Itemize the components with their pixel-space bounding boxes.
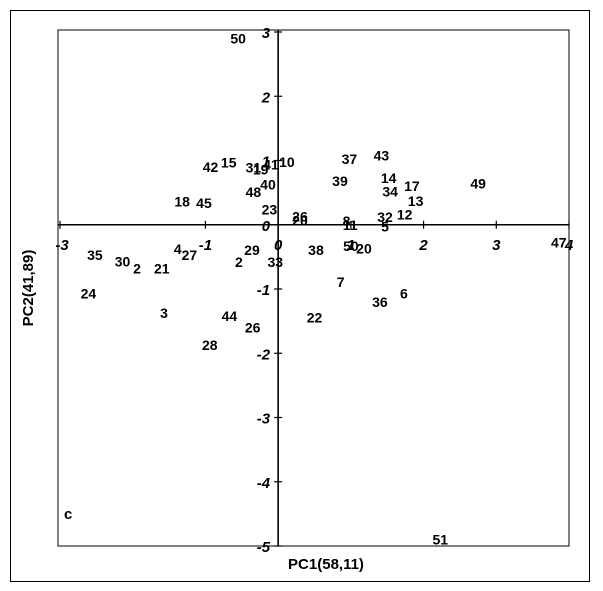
point-label: 28 [202, 337, 218, 353]
point-label: 49 [470, 176, 486, 192]
point-label: 27 [182, 247, 198, 263]
point-label: 41 [263, 156, 279, 172]
point-label: 14 [381, 170, 397, 186]
point-label: 12 [397, 206, 413, 222]
point-label: 7 [337, 274, 345, 290]
point-label: 24 [81, 285, 97, 301]
point-label: 36 [372, 294, 388, 310]
y-tick-labels: 3 2 1 0 -1 -2 -3 -4 -5 [257, 25, 283, 556]
x-tick-label: -3 [55, 237, 69, 254]
point-label: 21 [154, 260, 170, 276]
y-tick-label: -3 [257, 411, 271, 428]
axes [58, 30, 569, 546]
x-tick-label: 1 [347, 237, 355, 254]
point-label: 51 [433, 532, 449, 548]
point-label: 42 [203, 159, 219, 175]
point-label: 37 [342, 151, 358, 167]
point-label: 43 [374, 147, 390, 163]
point-label: 3 [160, 305, 168, 321]
point-label: 33 [267, 254, 283, 270]
x-axis-label: PC1(58,11) [288, 556, 364, 573]
y-tick-label: 2 [261, 89, 271, 106]
y-tick-label: 3 [262, 25, 271, 42]
point-label: 15 [221, 154, 237, 170]
point-label: 29 [244, 242, 260, 258]
point-label: 30 [115, 253, 131, 269]
plot-area [57, 29, 570, 547]
point-label: 38 [308, 242, 324, 258]
point-label: 6 [400, 285, 408, 301]
point-label: 40 [260, 176, 276, 192]
point-label: 22 [307, 309, 323, 325]
chart-frame [10, 10, 590, 582]
point-label: 18 [174, 194, 190, 210]
point-label: 32 [377, 209, 393, 225]
point-label: 2 [133, 260, 141, 276]
x-tick-label: 2 [418, 237, 428, 254]
point-label: 50 [343, 238, 359, 254]
point-label: 8 [343, 213, 351, 229]
point-label: 50 [230, 30, 246, 46]
point-label: 20 [356, 241, 372, 257]
point-label: 13 [408, 193, 424, 209]
point-label: 23 [262, 201, 278, 217]
x-tick-label: 4 [564, 237, 574, 254]
y-tick-label: -2 [257, 346, 271, 363]
point-label: 26 [245, 320, 261, 336]
x-tick-labels: -3 -1 0 1 2 3 4 [55, 220, 574, 254]
point-label: 45 [196, 195, 212, 211]
point-label: 47 [551, 235, 567, 251]
panel-label: c [64, 506, 72, 523]
y-axis-label: PC2(41,89) [20, 250, 37, 327]
point-label: 20 [292, 212, 308, 228]
point-label: 19 [253, 161, 269, 177]
point-label: 2 [235, 254, 243, 270]
point-label: 4 [174, 241, 182, 257]
y-tick-label: -1 [257, 282, 270, 299]
point-label: 48 [246, 184, 262, 200]
x-tick-label: 3 [492, 237, 501, 254]
point-label: 26 [292, 208, 308, 224]
y-tick-label: 0 [262, 218, 271, 235]
point-label: 17 [404, 178, 420, 194]
x-tick-label: 0 [274, 237, 283, 254]
point-label: 35 [87, 247, 103, 263]
y-tick-label: -5 [257, 539, 271, 556]
point-label: 5 [381, 219, 389, 235]
point-label: 10 [279, 154, 295, 170]
point-label: 11 [343, 217, 358, 233]
x-tick-label: -1 [199, 237, 212, 254]
point-label: 34 [382, 183, 398, 199]
y-tick-label: 1 [262, 154, 270, 171]
y-tick-label: -4 [257, 475, 271, 492]
point-label: 31 [246, 160, 262, 176]
point-label: 39 [332, 173, 348, 189]
point-label: 44 [222, 308, 238, 324]
